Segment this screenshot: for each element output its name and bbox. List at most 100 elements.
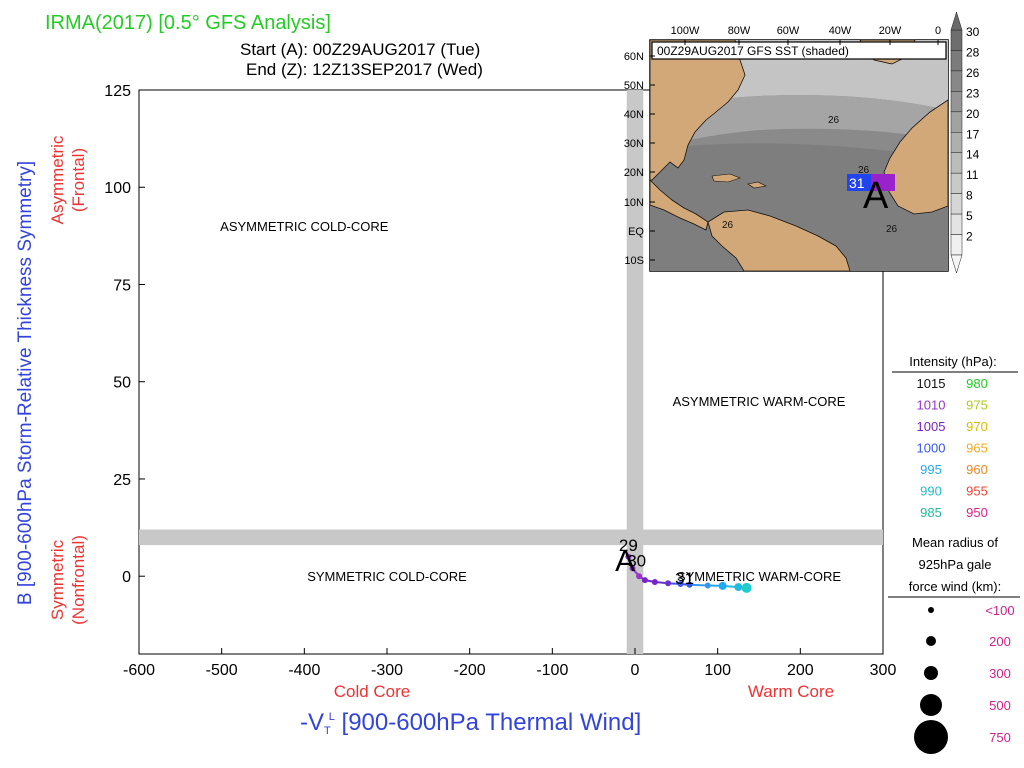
track-point — [686, 581, 693, 588]
north-america-land — [649, 39, 746, 181]
chart-title: IRMA(2017) [0.5° GFS Analysis] — [45, 12, 331, 34]
track-point — [677, 580, 684, 587]
colorbar-label: 20 — [966, 107, 980, 121]
inset-lon-label: 100W — [671, 25, 700, 37]
intensity-value: 965 — [966, 441, 988, 456]
x-axis-label-prefix: -V — [300, 709, 324, 736]
track-point — [629, 565, 636, 572]
x-tick-label: 0 — [631, 662, 640, 679]
cold-core-label: Cold Core — [334, 682, 411, 701]
inset-track-box-purple — [871, 174, 895, 191]
radius-label: 300 — [989, 666, 1011, 681]
inset-lon-label: 20W — [879, 25, 902, 37]
caribbean-islands — [711, 173, 767, 189]
inset-lat-label: 30N — [624, 138, 644, 150]
colorbar-label: 17 — [966, 127, 980, 141]
end-label: End (Z): 12Z13SEP2017 (Wed) — [246, 60, 483, 79]
colorbar-label: 2 — [966, 230, 973, 244]
colorbar-label: 8 — [966, 189, 973, 203]
intensity-rows: 1015 980 1010 975 1005 970 1000 965 995 960 990 955… — [917, 376, 988, 520]
asym-label-top: Asymmetric — [48, 135, 67, 224]
y-tick-label: 25 — [113, 472, 131, 489]
colorbar-swatch — [950, 29, 963, 51]
intensity-value: 990 — [920, 484, 942, 499]
track-point — [641, 577, 648, 584]
colorbar-swatch — [950, 172, 963, 194]
contour-label: 26 — [722, 220, 734, 231]
inset-lat-label: EQ — [628, 226, 644, 238]
colorbar-label: 5 — [966, 209, 973, 223]
track-point — [651, 579, 658, 586]
colorbar-bottom-arrow — [950, 254, 963, 274]
intensity-value: 970 — [966, 419, 988, 434]
track-point — [741, 582, 752, 593]
colorbar-label: 14 — [966, 148, 980, 162]
track-point — [704, 582, 711, 589]
colorbar-label: 11 — [966, 168, 979, 182]
colorbar-swatch — [950, 50, 963, 72]
inset-title-box — [651, 41, 947, 60]
central-america-land — [649, 179, 709, 231]
sst-mid-band — [650, 95, 948, 150]
y-axis-label: B [900-600hPa Storm-Relative Thickness S… — [15, 161, 36, 605]
inset-lon-label: 60W — [777, 25, 800, 37]
y-tick-label: 100 — [104, 180, 131, 197]
radius-dot — [928, 607, 934, 613]
intensity-value: 985 — [920, 505, 942, 520]
radius-rows: <100 200 300 500 750 — [914, 603, 1015, 754]
track-point — [625, 553, 632, 560]
radius-dot — [926, 636, 936, 646]
inset-lat-label: 60N — [624, 51, 644, 63]
colorbar-label: 26 — [966, 66, 980, 80]
colorbar-top-arrow — [950, 11, 963, 31]
inset-lon-label: 40W — [829, 25, 852, 37]
x-tick-label: 200 — [787, 662, 814, 679]
intensity-value: 1010 — [917, 398, 946, 413]
colorbar-swatch — [950, 70, 963, 92]
contour-label: 26 — [886, 224, 898, 235]
x-tick-label: -100 — [536, 662, 568, 679]
track-point — [718, 581, 727, 590]
x-axis-label: -VTL [900-600hPa Thermal Wind] — [300, 709, 641, 737]
radius-label: 500 — [989, 698, 1011, 713]
x-axis-ticks: -600 -500 -400 -300 -200 -100 0 100 200 300 — [123, 648, 896, 679]
inset-longitude-labels: 100W 80W 60W 40W 20W 0 — [671, 25, 941, 45]
colorbar-swatch — [950, 91, 963, 113]
quadrant-label: ASYMMETRIC COLD-CORE — [220, 219, 389, 234]
quadrant-label: SYMMETRIC COLD-CORE — [307, 569, 467, 584]
radius-label: <100 — [985, 603, 1014, 618]
x-tick-label: -500 — [206, 662, 238, 679]
radius-title-3: force wind (km): — [909, 579, 1001, 594]
horizontal-neutral-band — [139, 529, 883, 546]
quadrant-label: ASYMMETRIC WARM-CORE — [673, 394, 846, 409]
colorbar-swatch — [950, 193, 963, 215]
inset-latitude-labels: 60N 50N 40N 30N 20N 10N EQ 10S — [624, 51, 655, 267]
y-tick-label: 125 — [104, 83, 131, 100]
track-segment — [689, 583, 708, 587]
inset-track-label: 31 — [849, 175, 865, 191]
y-tick-label: 50 — [113, 375, 131, 392]
intensity-value: 980 — [966, 376, 988, 391]
sst-inset-map: 00Z29AUG2017 GFS SST (shaded) 26 26 26 2… — [649, 39, 949, 272]
intensity-value: 975 — [966, 398, 988, 413]
radius-dot — [914, 720, 948, 754]
neutral-bands — [139, 90, 883, 654]
track-label: A — [615, 545, 635, 578]
inset-lat-label: 20N — [624, 167, 644, 179]
colorbar-swatch — [950, 213, 963, 235]
radius-title-1: Mean radius of — [912, 535, 998, 550]
colorbar-swatch — [950, 132, 963, 153]
track-point — [734, 583, 743, 592]
x-tick-label: 300 — [870, 662, 897, 679]
asym-label-bottom: (Frontal) — [69, 148, 88, 212]
radius-title-2: 925hPa gale — [918, 557, 991, 572]
inset-lat-label: 40N — [624, 109, 644, 121]
start-label: Start (A): 00Z29AUG2017 (Tue) — [240, 40, 480, 59]
storm-track — [625, 553, 752, 593]
sst-colorbar: 30 28 26 23 20 17 14 11 8 5 2 — [950, 11, 980, 274]
contour-label: 26 — [858, 165, 870, 176]
radius-dot — [924, 666, 938, 680]
